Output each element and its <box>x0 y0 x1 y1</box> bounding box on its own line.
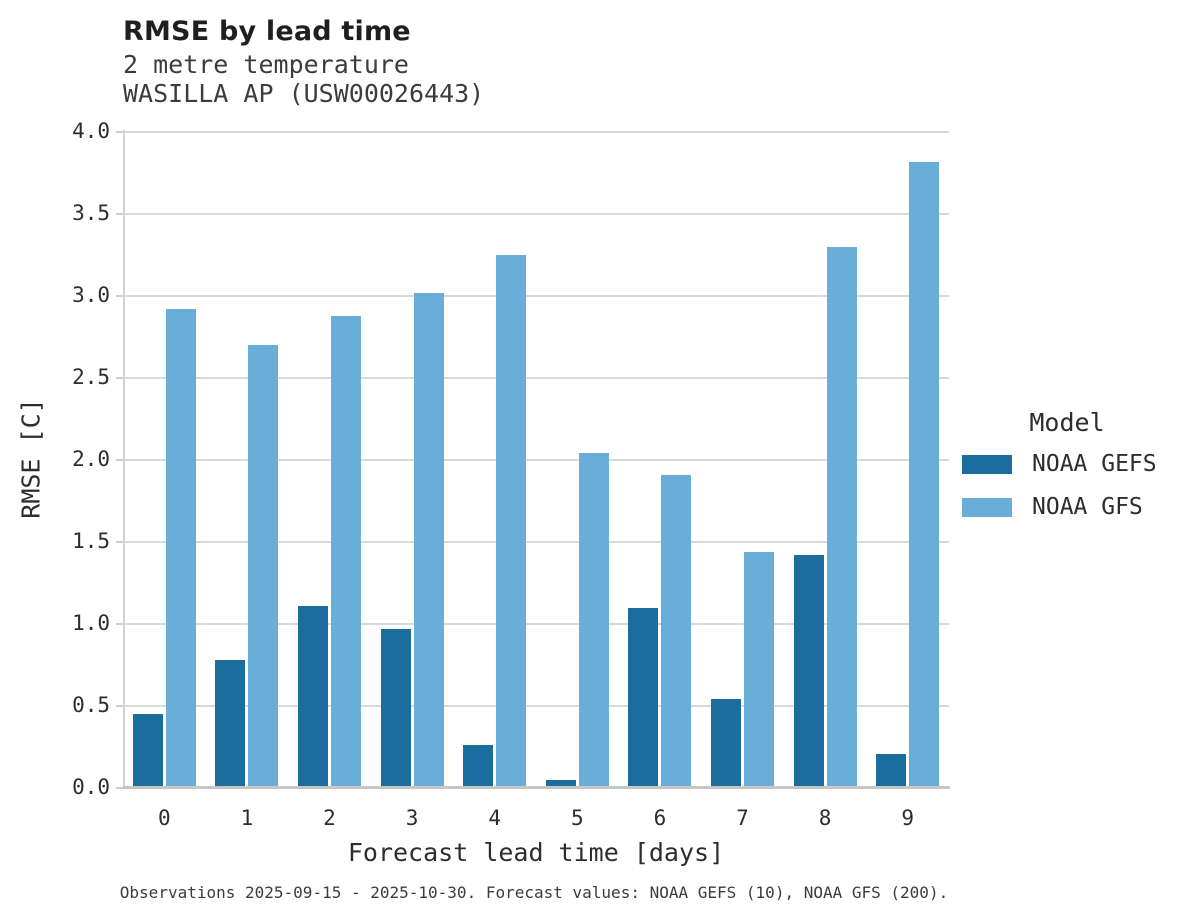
bar-noaa-gefs-day-2 <box>298 606 328 788</box>
chart-title: RMSE by lead time <box>123 16 411 47</box>
y-tick-label-1.5: 1.5 <box>72 529 110 553</box>
bar-noaa-gefs-day-9 <box>876 753 907 788</box>
y-tick-mark-0.5 <box>116 705 123 707</box>
y-tick-mark-0.0 <box>116 787 123 789</box>
bar-noaa-gfs-day-5 <box>578 453 609 788</box>
bar-noaa-gfs-day-0 <box>165 309 196 788</box>
y-tick-label-4.0: 4.0 <box>72 119 110 143</box>
bar-noaa-gfs-day-3 <box>413 292 444 788</box>
y-axis-spine <box>123 130 125 788</box>
x-tick-label-7: 7 <box>736 806 749 830</box>
bar-noaa-gefs-day-6 <box>628 607 659 788</box>
x-tick-label-5: 5 <box>570 806 584 830</box>
y-tick-mark-3.0 <box>116 295 123 297</box>
y-tick-label-0.5: 0.5 <box>72 693 110 717</box>
y-tick-label-2.5: 2.5 <box>72 365 110 389</box>
y-tick-label-0.0: 0.0 <box>72 775 110 799</box>
x-tick-label-9: 9 <box>901 806 915 830</box>
bar-noaa-gefs-day-8 <box>793 555 824 788</box>
legend: Model NOAA GEFS NOAA GFS <box>962 408 1182 537</box>
gridline-y-0.5 <box>123 705 949 707</box>
x-axis-label: Forecast lead time [days] <box>347 838 725 867</box>
bar-noaa-gfs-day-8 <box>826 246 857 788</box>
bar-noaa-gfs-day-4 <box>496 255 527 788</box>
bar-noaa-gfs-day-9 <box>909 161 940 788</box>
gridline-y-1.0 <box>123 623 949 625</box>
x-axis-line <box>123 786 950 789</box>
y-tick-mark-2.5 <box>116 377 123 379</box>
y-axis-label: RMSE [C] <box>16 398 46 519</box>
x-tick-label-6: 6 <box>653 806 667 830</box>
bar-noaa-gefs-day-5 <box>545 779 576 788</box>
gridline-y-2.5 <box>123 377 949 379</box>
y-tick-label-2.0: 2.0 <box>72 447 110 471</box>
bar-noaa-gefs-day-3 <box>380 628 411 788</box>
y-tick-mark-2.0 <box>116 459 123 461</box>
bar-noaa-gefs-day-0 <box>132 714 163 788</box>
bar-noaa-gfs-day-2 <box>331 315 361 788</box>
chart-subtitle-variable: 2 metre temperature <box>123 50 409 79</box>
bar-noaa-gefs-day-7 <box>711 699 741 788</box>
y-tick-mark-1.0 <box>116 623 123 625</box>
footnote: Observations 2025-09-15 - 2025-10-30. Fo… <box>119 883 949 902</box>
y-tick-label-3.0: 3.0 <box>72 283 110 307</box>
bar-noaa-gfs-day-7 <box>744 551 774 788</box>
legend-label-gefs: NOAA GEFS <box>1032 451 1157 477</box>
x-tick-label-4: 4 <box>488 806 502 830</box>
y-tick-label-1.0: 1.0 <box>72 611 110 635</box>
bar-noaa-gefs-day-4 <box>463 745 494 788</box>
legend-title: Model <box>1029 408 1105 437</box>
gridline-y-3.5 <box>123 213 949 215</box>
x-tick-label-3: 3 <box>405 806 419 830</box>
legend-entry-gefs: NOAA GEFS <box>962 451 1182 477</box>
x-tick-label-0: 0 <box>157 806 171 830</box>
gridline-y-3.0 <box>123 295 949 297</box>
x-tick-label-8: 8 <box>818 806 832 830</box>
gridline-y-2.0 <box>123 459 949 461</box>
x-tick-label-2: 2 <box>323 806 336 830</box>
y-tick-mark-1.5 <box>116 541 123 543</box>
gridline-y-4.0 <box>123 131 949 133</box>
bar-noaa-gfs-day-6 <box>661 474 692 788</box>
y-tick-mark-3.5 <box>116 213 123 215</box>
bar-noaa-gefs-day-1 <box>215 660 246 788</box>
chart-subtitle-station: WASILLA AP (USW00026443) <box>123 79 485 108</box>
legend-swatch-gfs <box>962 497 1012 517</box>
legend-label-gfs: NOAA GFS <box>1032 494 1143 520</box>
plot-area <box>123 131 949 788</box>
legend-entry-gfs: NOAA GFS <box>962 494 1182 520</box>
x-tick-label-1: 1 <box>240 806 254 830</box>
y-tick-mark-4.0 <box>116 131 123 133</box>
bar-noaa-gfs-day-1 <box>248 345 279 788</box>
legend-swatch-gefs <box>962 454 1012 474</box>
y-tick-label-3.5: 3.5 <box>72 201 110 225</box>
gridline-y-1.5 <box>123 541 949 543</box>
